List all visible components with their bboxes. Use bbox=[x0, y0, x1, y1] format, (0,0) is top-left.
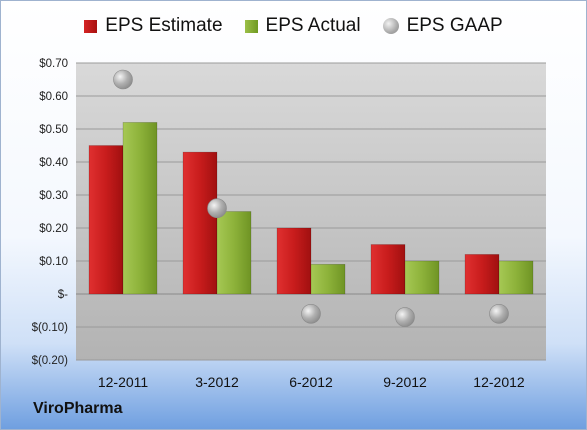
y-tick-label: $- bbox=[58, 289, 68, 301]
bar-eps-actual bbox=[216, 211, 252, 295]
y-tick-label: $0.20 bbox=[39, 223, 68, 235]
y-tick-label: $0.50 bbox=[39, 124, 68, 136]
y-tick-label: $0.30 bbox=[39, 190, 68, 202]
y-tick-label: $0.10 bbox=[39, 256, 68, 268]
legend-label-gaap: EPS GAAP bbox=[406, 15, 503, 36]
y-tick-label: $0.40 bbox=[39, 157, 68, 169]
y-tick-label: $0.70 bbox=[39, 58, 68, 70]
legend-item-gaap: EPS GAAP bbox=[382, 15, 503, 37]
legend-item-estimate: EPS Estimate bbox=[84, 15, 223, 37]
legend: EPS Estimate EPS Actual EPS GAAP bbox=[1, 15, 586, 37]
legend-swatch-actual bbox=[244, 19, 258, 33]
marker-eps-gaap bbox=[395, 307, 415, 327]
y-tick-label: $0.60 bbox=[39, 91, 68, 103]
bar-eps-estimate bbox=[182, 151, 218, 295]
legend-label-estimate: EPS Estimate bbox=[105, 15, 223, 36]
marker-eps-gaap bbox=[207, 198, 227, 218]
bar-eps-actual bbox=[310, 263, 346, 295]
legend-item-actual: EPS Actual bbox=[244, 15, 361, 37]
bar-eps-estimate bbox=[88, 145, 124, 295]
y-tick-label: $(0.20) bbox=[32, 355, 69, 367]
bar-eps-actual bbox=[122, 122, 158, 295]
bar-eps-actual bbox=[498, 260, 534, 295]
marker-eps-gaap bbox=[301, 303, 321, 324]
x-tick-label: 12-2011 bbox=[98, 374, 149, 390]
legend-label-actual: EPS Actual bbox=[265, 15, 361, 36]
x-tick-label: 9-2012 bbox=[383, 374, 427, 390]
y-tick-label: $(0.10) bbox=[32, 322, 69, 334]
bar-eps-estimate bbox=[276, 227, 312, 295]
x-tick-label: 12-2012 bbox=[473, 374, 525, 390]
marker-eps-gaap bbox=[113, 69, 133, 90]
legend-swatch-estimate bbox=[84, 19, 98, 33]
bar-eps-estimate bbox=[370, 244, 406, 295]
bar-eps-estimate bbox=[464, 254, 500, 295]
x-tick-label: 3-2012 bbox=[195, 374, 239, 390]
x-tick-label: 6-2012 bbox=[289, 374, 333, 390]
legend-swatch-gaap bbox=[382, 18, 399, 34]
company-name: ViroPharma bbox=[33, 400, 123, 417]
bar-eps-actual bbox=[404, 260, 440, 295]
marker-eps-gaap bbox=[489, 303, 509, 324]
